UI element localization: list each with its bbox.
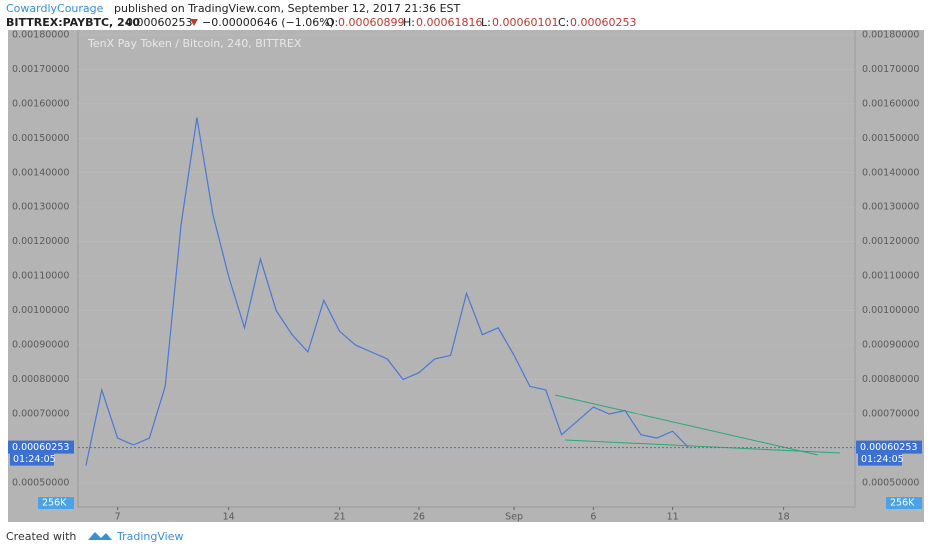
x-tick-label: 7: [115, 512, 121, 523]
y-tick-label: 0.00050000: [862, 477, 919, 488]
y-tick-label: 0.00070000: [862, 409, 919, 420]
volume-badge: [38, 497, 74, 509]
y-tick-label: 0.00070000: [12, 409, 69, 420]
y-tick-label: 0.00050000: [12, 477, 69, 488]
y-tick-label: 0.00110000: [12, 271, 69, 282]
countdown-text: 01:24:05: [861, 454, 904, 465]
x-tick-label: 11: [667, 512, 679, 523]
change: −0.00000646 (−1.06%): [202, 16, 334, 29]
price-badge: [856, 440, 922, 454]
y-tick-label: 0.00130000: [862, 202, 919, 213]
x-tick-label: 6: [590, 512, 596, 523]
price-line: [85, 117, 689, 466]
y-tick-label: 0.00150000: [862, 133, 919, 144]
low: 0.00060101: [492, 16, 558, 29]
y-tick-label: 0.00080000: [12, 374, 69, 385]
last-price: 0.00060253: [126, 16, 192, 29]
trend-line: [554, 394, 819, 456]
x-tick-label: 21: [334, 512, 346, 523]
created-with: Created with: [6, 530, 76, 543]
close: 0.00060253: [570, 16, 636, 29]
volume-badge: [886, 497, 922, 509]
trend-line: [564, 439, 841, 454]
y-tick-label: 0.00090000: [12, 340, 69, 351]
y-tick-label: 0.00080000: [862, 374, 919, 385]
y-tick-label: 0.00140000: [12, 167, 69, 178]
down-arrow: [190, 19, 198, 26]
y-tick-label: 0.00180000: [12, 29, 69, 40]
y-tick-label: 0.00090000: [862, 340, 919, 351]
open-label: O:: [326, 16, 338, 29]
y-tick-label: 0.00180000: [862, 29, 919, 40]
high-label: H:: [403, 16, 415, 29]
price-badge: [8, 440, 74, 454]
x-tick-label: 18: [778, 512, 790, 523]
y-tick-label: 0.00110000: [862, 271, 919, 282]
logo: [88, 532, 112, 540]
chart-title: TenX Pay Token / Bitcoin, 240, BITTREX: [87, 37, 302, 50]
volume-text: 256K: [890, 498, 915, 509]
open: 0.00060899: [338, 16, 404, 29]
price-badge-text: 0.00060253: [860, 442, 917, 453]
countdown-badge: [10, 453, 54, 466]
high: 0.00061816: [416, 16, 482, 29]
countdown-badge: [858, 453, 902, 466]
y-tick-label: 0.00140000: [862, 167, 919, 178]
y-tick-label: 0.00120000: [862, 236, 919, 247]
y-tick-label: 0.00160000: [12, 98, 69, 109]
author[interactable]: CowardlyCourage: [6, 2, 104, 15]
x-tick-label: 26: [413, 512, 425, 523]
y-tick-label: 0.00130000: [12, 202, 69, 213]
y-tick-label: 0.00160000: [862, 98, 919, 109]
x-tick-label: 14: [223, 512, 235, 523]
volume-text: 256K: [42, 498, 67, 509]
y-tick-label: 0.00100000: [12, 305, 69, 316]
close-label: C:: [558, 16, 569, 29]
y-tick-label: 0.00170000: [12, 64, 69, 75]
price-badge-text: 0.00060253: [12, 442, 69, 453]
x-tick-label: Sep: [505, 512, 523, 523]
symbol: BITTREX:PAYBTC, 240: [6, 16, 140, 29]
y-tick-label: 0.00150000: [12, 133, 69, 144]
low-label: L:: [481, 16, 491, 29]
y-tick-label: 0.00100000: [862, 305, 919, 316]
brand[interactable]: TradingView: [116, 530, 183, 543]
published: published on TradingView.com, September …: [114, 2, 461, 15]
countdown-text: 01:24:05: [13, 454, 56, 465]
y-tick-label: 0.00170000: [862, 64, 919, 75]
y-tick-label: 0.00120000: [12, 236, 69, 247]
